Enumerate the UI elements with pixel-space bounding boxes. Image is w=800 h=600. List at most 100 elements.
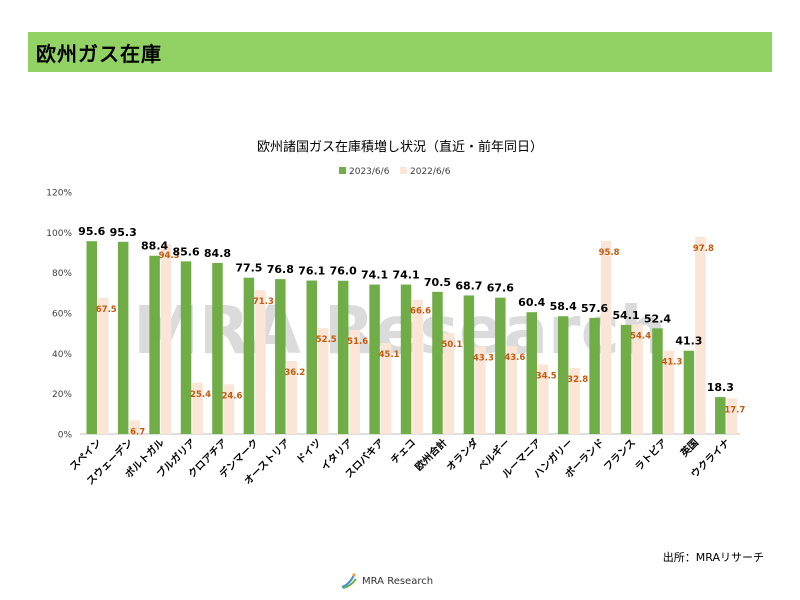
footer-logo: MRA Research xyxy=(340,572,433,590)
data-label-2023: 68.7 xyxy=(455,279,482,292)
data-label-2022: 67.5 xyxy=(96,305,117,315)
bar-2022 xyxy=(475,346,486,434)
x-category-label: 英国 xyxy=(677,436,701,460)
legend-swatch-2022 xyxy=(400,167,407,174)
legend-label-2022: 2022/6/6 xyxy=(410,167,451,177)
bar-2023 xyxy=(306,280,317,434)
x-category-label: チェコ xyxy=(388,437,418,467)
data-label-2022: 25.4 xyxy=(190,390,211,400)
bar-2023 xyxy=(149,255,160,434)
x-category-label: 欧州合計 xyxy=(412,436,449,473)
data-label-2023: 95.6 xyxy=(78,225,105,238)
bar-2023 xyxy=(557,316,569,434)
data-label-2022: 95.8 xyxy=(599,248,620,258)
bar-2022 xyxy=(223,384,235,434)
y-tick-label: 100% xyxy=(46,229,72,239)
y-tick-label: 20% xyxy=(52,390,72,400)
data-label-2023: 88.4 xyxy=(141,240,168,253)
bar-2023 xyxy=(400,284,412,434)
data-label-2022: 50.1 xyxy=(441,340,462,350)
bar-2023 xyxy=(495,297,506,434)
data-label-2023: 76.8 xyxy=(267,263,294,276)
data-label-2023: 95.3 xyxy=(110,226,137,239)
data-label-2023: 58.4 xyxy=(550,300,577,313)
data-label-2023: 52.4 xyxy=(644,312,671,325)
bar-2023 xyxy=(275,279,286,434)
data-label-2022: 45.1 xyxy=(379,350,400,360)
data-label-2022: 97.8 xyxy=(693,244,714,254)
data-label-2023: 76.0 xyxy=(330,265,357,278)
bar-2022 xyxy=(255,290,266,434)
data-label-2022: 36.2 xyxy=(284,368,305,378)
bar-2022 xyxy=(160,243,172,434)
bar-2022 xyxy=(380,343,392,434)
data-label-2022: 34.5 xyxy=(536,371,557,381)
bar-2023 xyxy=(620,324,632,434)
x-category-label: オランダ xyxy=(444,436,481,473)
bar-2023 xyxy=(180,261,192,434)
data-label-2022: 94.3 xyxy=(159,251,180,261)
bar-2022 xyxy=(192,382,203,434)
data-label-2023: 57.6 xyxy=(581,302,608,315)
data-label-2022: 17.7 xyxy=(724,405,745,415)
legend-label-2023: 2023/6/6 xyxy=(349,167,390,177)
x-category-label: ドイツ xyxy=(294,437,324,467)
y-tick-label: 0% xyxy=(58,431,73,441)
data-label-2023: 18.3 xyxy=(707,381,734,394)
y-tick-label: 60% xyxy=(52,310,72,320)
bar-2023 xyxy=(337,280,349,434)
data-label-2023: 41.3 xyxy=(675,335,702,348)
bar-2023 xyxy=(463,295,475,434)
data-label-2022: 54.4 xyxy=(630,331,651,341)
data-label-2023: 74.1 xyxy=(361,269,388,282)
bar-2023 xyxy=(652,328,663,434)
y-tick-label: 120% xyxy=(46,189,72,199)
y-tick-label: 40% xyxy=(52,350,72,360)
data-label-2023: 77.5 xyxy=(235,262,262,275)
data-label-2022: 43.3 xyxy=(473,354,494,364)
bar-2022 xyxy=(412,299,423,434)
bar-2022 xyxy=(129,420,140,434)
bar-2023 xyxy=(526,312,537,434)
x-category-label: フランス xyxy=(601,437,638,474)
data-label-2023: 74.1 xyxy=(392,269,419,282)
bar-2022 xyxy=(663,350,675,434)
data-label-2022: 66.6 xyxy=(410,307,431,317)
data-label-2022: 52.5 xyxy=(316,335,337,345)
data-label-2023: 54.1 xyxy=(612,309,639,322)
data-label-2023: 60.4 xyxy=(518,296,545,309)
data-label-2022: 24.6 xyxy=(221,391,242,401)
x-category-label: ラトビア xyxy=(632,436,669,473)
legend-swatch-2023 xyxy=(339,167,346,174)
data-label-2023: 76.1 xyxy=(298,265,325,278)
bar-2022 xyxy=(726,398,738,434)
header-bar: 欧州ガス在庫 xyxy=(28,32,772,72)
bar-2022 xyxy=(632,324,643,434)
bar-2022 xyxy=(538,364,549,434)
bar-2023 xyxy=(683,350,695,434)
page-title: 欧州ガス在庫 xyxy=(36,41,162,66)
footer-logo-text: MRA Research xyxy=(362,575,434,587)
data-label-2022: 32.8 xyxy=(567,375,588,385)
mra-logo-icon xyxy=(341,573,357,589)
bar-2023 xyxy=(212,262,223,434)
bar-2022 xyxy=(98,297,109,434)
data-label-2023: 67.6 xyxy=(487,282,514,295)
bar-2023 xyxy=(589,317,600,434)
data-label-2022: 71.3 xyxy=(253,297,274,307)
bar-2022 xyxy=(600,240,612,434)
bar-2023 xyxy=(715,397,726,434)
source-note: 出所：MRAリサーチ xyxy=(662,551,764,564)
data-label-2022: 51.6 xyxy=(347,337,368,347)
chart-title: 欧州諸国ガス在庫積増し状況（直近・前年同日） xyxy=(257,139,543,155)
data-label-2023: 85.6 xyxy=(172,245,199,258)
bar-2022 xyxy=(443,332,455,434)
data-label-2022: 43.6 xyxy=(504,353,525,363)
bar-2023 xyxy=(432,291,443,434)
bar-2023 xyxy=(86,241,97,434)
bar-2023 xyxy=(243,277,255,434)
bar-2022 xyxy=(286,360,298,434)
data-label-2023: 84.8 xyxy=(204,247,231,260)
